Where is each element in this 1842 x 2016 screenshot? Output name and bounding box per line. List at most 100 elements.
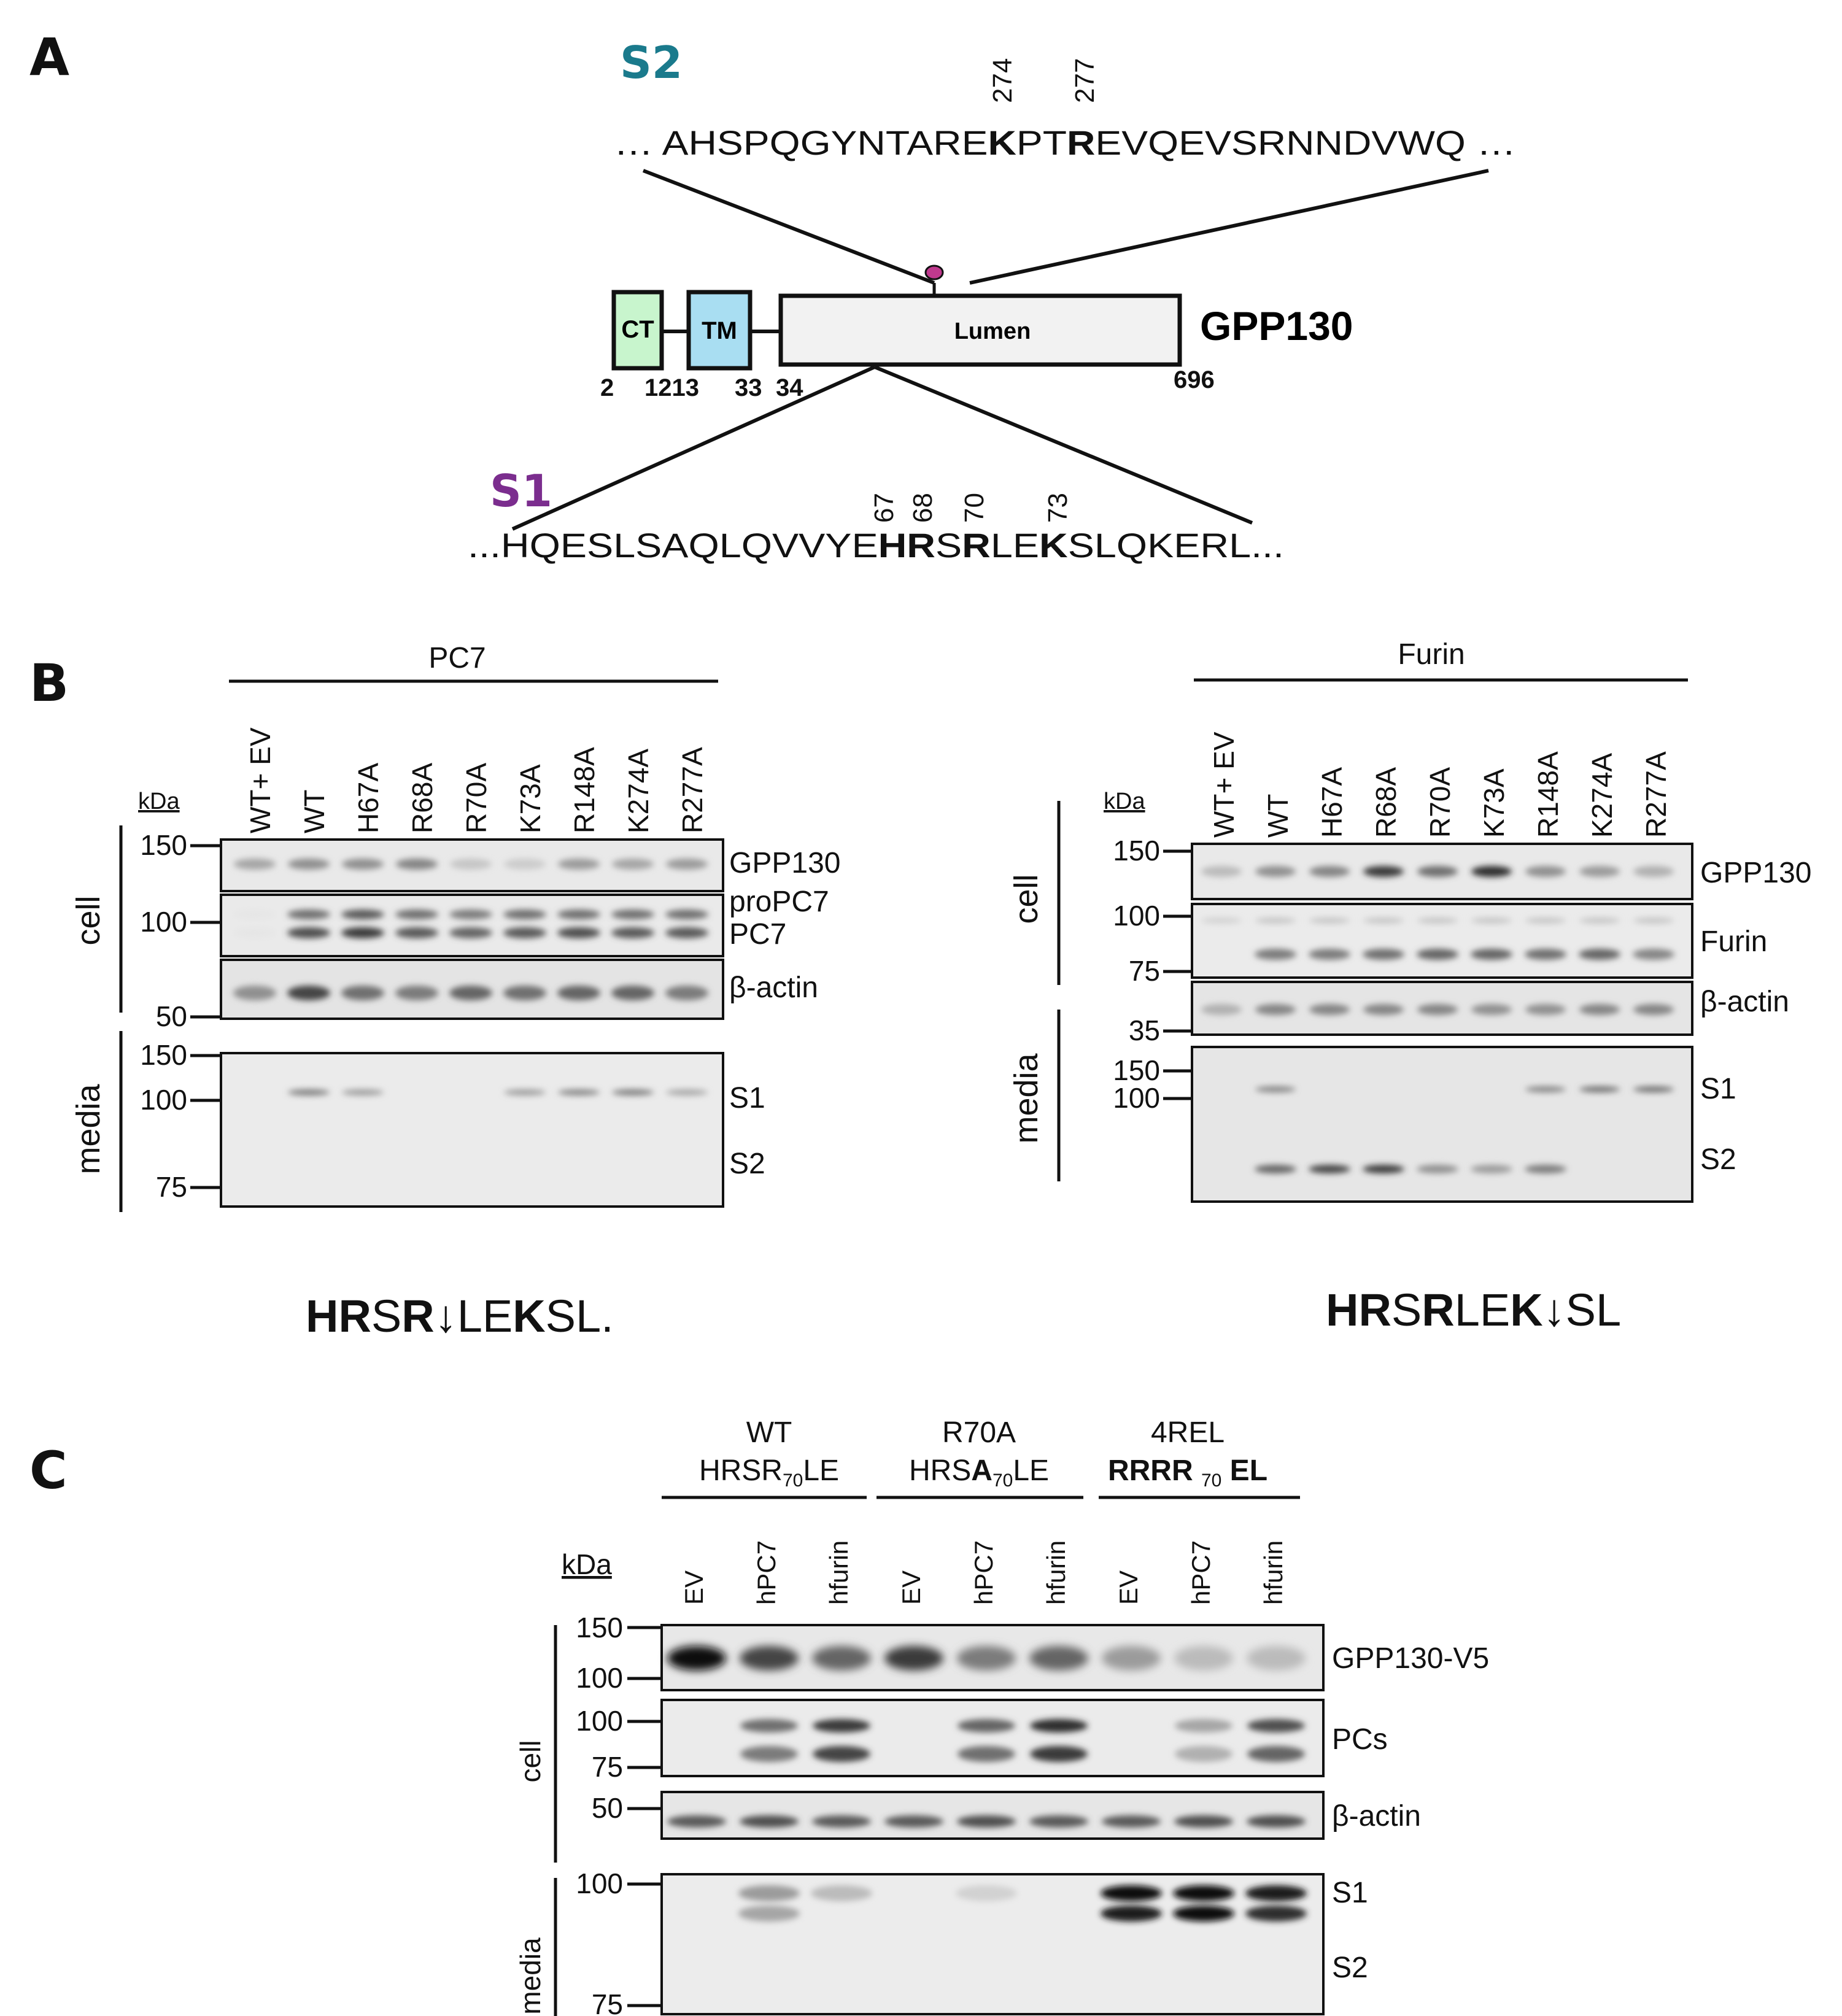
- lane-label: R70A: [460, 763, 492, 833]
- blot-band: [1471, 917, 1512, 924]
- band-label: β-actin: [729, 971, 818, 1004]
- blot-band: [1417, 1004, 1458, 1015]
- actin-blot-strip: [660, 1791, 1325, 1840]
- blot-band: [1525, 949, 1566, 960]
- panel-c-label: C: [29, 1440, 68, 1500]
- lane-labels: EV hPC7 hfurin EV hPC7 hfurin EV hPC7 hfurin: [679, 1540, 1288, 1605]
- lane-label: R277A: [1640, 751, 1672, 838]
- blot-band: [1471, 866, 1512, 877]
- furin-blot-strip: [1191, 903, 1693, 979]
- blot-band: [740, 1746, 798, 1762]
- band-label: S2: [729, 1148, 765, 1180]
- cleavage-site-marker: [924, 265, 944, 280]
- blot-band: [1173, 1906, 1234, 1921]
- blot-band: [1245, 1906, 1307, 1921]
- mw-marker: 150: [576, 1612, 623, 1643]
- lane-label: hPC7: [1186, 1540, 1215, 1605]
- mw-marker: 75: [156, 1171, 187, 1203]
- blot-band: [1633, 1004, 1674, 1015]
- blot-band: [233, 986, 276, 1000]
- s2-sequence-region: S2 274 277 … AHSPQGYNTARE K PT R EVQEVSRNNDV…: [614, 37, 1516, 285]
- blot-band: [612, 859, 654, 870]
- mw-marker: 100: [576, 1662, 623, 1694]
- blot-band: [1102, 1815, 1161, 1828]
- lane-label: R148A: [1532, 751, 1564, 838]
- mw-marker: 35: [1129, 1014, 1160, 1046]
- blot-band: [449, 927, 492, 938]
- blot-constructs: WT HRSR70LE R70A HRSA70LE 4REL RRRR 70 E…: [514, 1416, 1489, 2016]
- band-label: GPP130: [1700, 857, 1811, 889]
- blot-band: [503, 910, 546, 919]
- blot-band: [1309, 949, 1350, 960]
- blot-band: [1525, 917, 1566, 924]
- blot-band: [1417, 917, 1458, 924]
- lane-label: R68A: [406, 763, 438, 833]
- blot-band: [1101, 1906, 1162, 1921]
- media-section-label: media: [70, 1083, 107, 1174]
- blot-band: [341, 927, 384, 938]
- blot-furin: Furin WT+ EV WT H67A R68A R70A K73A R148A K274A…: [1008, 638, 1811, 1335]
- s1-position-label: 67: [869, 493, 899, 523]
- mw-marker: 100: [576, 1867, 623, 1899]
- blot-bands: [667, 1646, 1307, 1921]
- mw-marker: 75: [592, 1988, 623, 2016]
- mw-marker: 50: [592, 1792, 623, 1824]
- mw-marker: 50: [156, 1000, 187, 1032]
- mw-marker: 100: [140, 906, 187, 938]
- blot-band: [1255, 866, 1296, 877]
- blot-band: [1255, 1165, 1296, 1173]
- blot-band: [1525, 1004, 1566, 1015]
- blot-band: [957, 1815, 1016, 1828]
- blot-band: [1201, 917, 1242, 924]
- blot-band: [1579, 949, 1620, 960]
- blot-band: [1633, 866, 1674, 877]
- blot-band: [1471, 1165, 1512, 1173]
- blot-band: [1255, 917, 1296, 924]
- blot-band: [1363, 917, 1404, 924]
- blot-band: [958, 1719, 1015, 1732]
- blot-band: [1363, 949, 1404, 960]
- lane-label: WT: [1262, 794, 1294, 838]
- blot-band: [813, 1746, 870, 1762]
- residue-boundary: 1213: [644, 374, 699, 401]
- blot-header: PC7: [428, 642, 486, 674]
- blot-band: [740, 1719, 798, 1732]
- blot-band: [1579, 866, 1620, 877]
- blot-band: [884, 1815, 943, 1828]
- construct-motif: RRRR 70 EL: [1108, 1454, 1267, 1491]
- blot-band: [1101, 1885, 1162, 1901]
- blot-band: [1525, 1086, 1566, 1092]
- lane-label: R148A: [568, 747, 600, 833]
- s2-position-label: 274: [988, 58, 1018, 103]
- blot-band: [665, 986, 708, 1000]
- blot-band: [738, 1885, 800, 1901]
- ct-domain-box: [611, 290, 664, 371]
- blot-band: [611, 910, 654, 919]
- blot-band: [665, 927, 708, 938]
- blot-band: [1363, 1165, 1404, 1173]
- zoom-line: [969, 169, 1489, 285]
- blot-band: [342, 859, 384, 870]
- lumen-domain-box: [778, 293, 1182, 367]
- blot-band: [557, 910, 600, 919]
- blot-band: [665, 910, 708, 919]
- mw-marker: 75: [592, 1751, 623, 1783]
- blot-band: [1471, 1004, 1512, 1015]
- blot-band: [504, 1089, 546, 1095]
- construct-motif: HRSR70LE: [699, 1454, 839, 1491]
- media-section-label: media: [514, 1937, 546, 2015]
- lane-labels: WT+ EV WT H67A R68A R70A K73A R148A K274A R277A: [1208, 732, 1672, 838]
- kda-label: kDa: [562, 1548, 612, 1580]
- blot-band: [342, 1089, 384, 1095]
- mw-marker: 100: [576, 1705, 623, 1737]
- svg-text:R70A: R70A: [942, 1416, 1016, 1449]
- blot-band: [1309, 866, 1350, 877]
- panel-b-label: B: [29, 653, 69, 713]
- band-label: PCs: [1332, 1723, 1388, 1756]
- blot-band: [288, 1089, 330, 1095]
- s2-position-label: 277: [1070, 58, 1100, 103]
- cell-section-label: cell: [70, 895, 107, 945]
- blot-band: [1471, 949, 1512, 960]
- tm-domain-label: TM: [702, 317, 737, 344]
- blot-band: [666, 1089, 708, 1095]
